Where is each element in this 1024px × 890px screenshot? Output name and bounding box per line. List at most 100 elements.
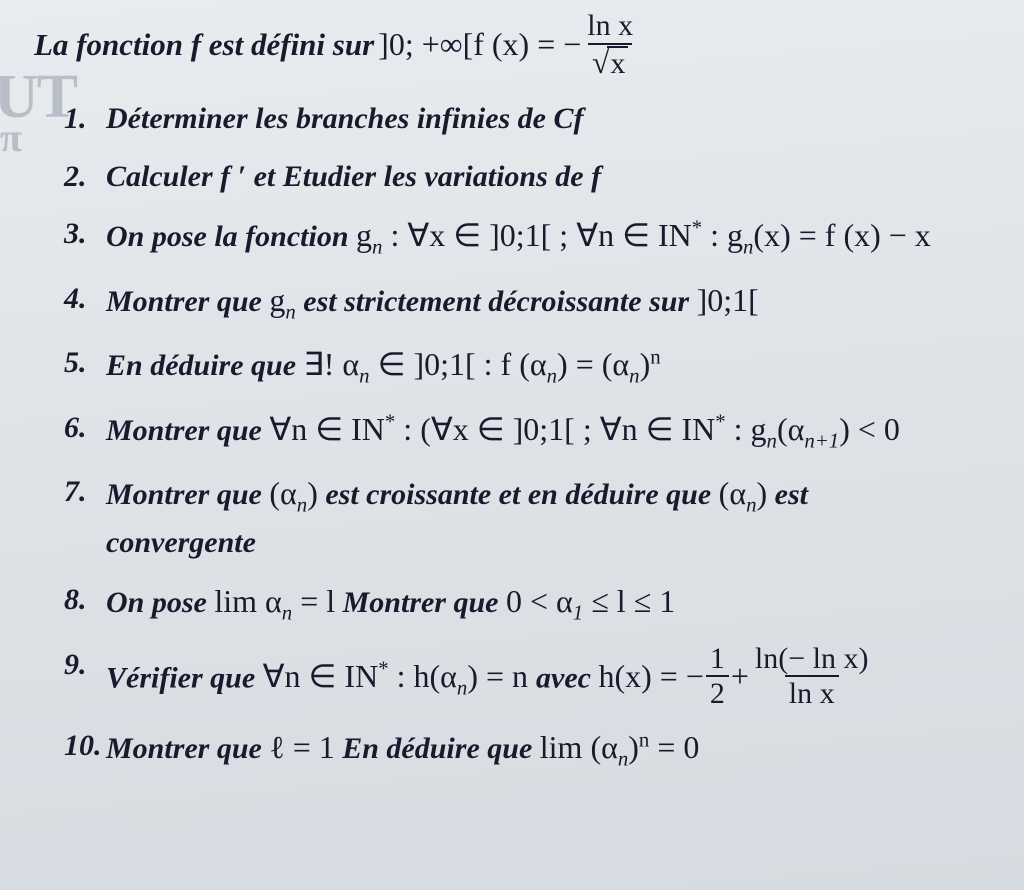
q8-mid: Montrer que xyxy=(343,586,506,619)
q8-pre: On pose xyxy=(106,586,214,619)
q9-all: ∀n ∈ IN xyxy=(263,658,379,694)
q1-text: Déterminer les branches infinies de Cf xyxy=(106,102,584,135)
q1: Déterminer les branches infinies de Cf xyxy=(64,97,994,141)
q6-sub2: n+1 xyxy=(804,429,839,452)
q6-mid2: : g xyxy=(726,411,767,447)
q8-lim: lim αn = l xyxy=(214,583,335,619)
question-list: Déterminer les branches infinies de Cf C… xyxy=(34,97,994,774)
q4-g: g xyxy=(269,282,285,318)
q6-sub: n xyxy=(767,429,777,452)
q5-sub: n xyxy=(359,364,369,387)
q3-mid: : ∀x ∈ ]0;1[ ; ∀n ∈ IN xyxy=(382,217,691,253)
q4-interval: ]0;1[ xyxy=(697,282,759,318)
q7-s2l: (α xyxy=(719,475,746,511)
q10-eq: = 0 xyxy=(649,729,699,765)
q8-lim-t: lim α xyxy=(214,583,281,619)
q9-mid: : h(α xyxy=(389,658,457,694)
page: La fonction f est défini sur ]0; +∞[ f (… xyxy=(0,0,1024,798)
q9-half-d: 2 xyxy=(706,675,729,710)
q7-s1r: ) xyxy=(307,475,318,511)
q4-pre: Montrer que xyxy=(106,285,269,318)
q8-ineq: 0 < α1 ≤ l ≤ 1 xyxy=(506,583,675,619)
q9-half: 1 2 xyxy=(706,643,729,710)
q3-tail2: (x) = f (x) − x xyxy=(753,217,930,253)
q5-pow: n xyxy=(650,345,660,368)
q6-mid1: : (∀x ∈ ]0;1[ ; ∀n ∈ IN xyxy=(395,411,715,447)
q4-g-sub: n xyxy=(285,300,295,323)
q7-s2r: ) xyxy=(756,475,767,511)
q3-pre: On pose la fonction xyxy=(106,220,356,253)
q5: En déduire que ∃! αn ∈ ]0;1[ : f (αn) = … xyxy=(64,341,994,392)
q4-mid: est strictement décroissante sur xyxy=(303,285,696,318)
q10-l1: ℓ = 1 xyxy=(269,729,334,765)
q9-plus: + xyxy=(731,653,749,699)
q8-i1: 0 < α xyxy=(506,583,573,619)
intro-interval: ]0; +∞[ xyxy=(378,22,473,67)
q5-exists: ∃! α xyxy=(304,346,360,382)
q9-avec: avec xyxy=(536,661,598,694)
q10-pow: n xyxy=(639,728,649,751)
q9: Vérifier que ∀n ∈ IN* : h(αn) = n avec h… xyxy=(64,643,994,710)
intro-formula: ]0; +∞[ f (x) = − ln x x xyxy=(378,10,639,79)
sqrt: x xyxy=(592,46,628,80)
intro-fraction: ln x x xyxy=(583,10,637,79)
q9-hx-t: h(x) = − xyxy=(598,653,703,699)
q3-star: * xyxy=(692,216,702,239)
q7-mid: est croissante et en déduire que xyxy=(325,478,718,511)
intro-eq-lhs: f (x) = − xyxy=(473,22,581,67)
q7-s1s: n xyxy=(297,494,307,517)
intro-frac-den: x xyxy=(588,43,632,80)
q9-hx: h(x) = − 1 2 + ln(− ln x) ln x xyxy=(598,643,874,710)
q5-mid: ) = (α xyxy=(557,346,629,382)
q6-math: ∀n ∈ IN* : (∀x ∈ ]0;1[ ; ∀n ∈ IN* : gn(α… xyxy=(269,411,900,447)
q6-pre: Montrer que xyxy=(106,414,269,447)
q10-mid: En déduire que xyxy=(342,732,540,765)
q9-pre: Vérifier que xyxy=(106,661,263,694)
q7: Montrer que (αn) est croissante et en dé… xyxy=(64,470,994,564)
q2-text: Calculer f ′ et Etudier les variations d… xyxy=(106,160,601,193)
q6: Montrer que ∀n ∈ IN* : (∀x ∈ ]0;1[ ; ∀n … xyxy=(64,406,994,457)
q3-math: gn : ∀x ∈ ]0;1[ ; ∀n ∈ IN* : gn(x) = f (… xyxy=(356,217,931,253)
q8-lim-eq: = l xyxy=(292,583,335,619)
intro-line: La fonction f est défini sur ]0; +∞[ f (… xyxy=(34,10,994,79)
q7-post: est xyxy=(775,478,808,511)
intro-frac-num: ln x xyxy=(583,10,637,43)
q5-in: ∈ ]0;1[ : f (α xyxy=(370,346,547,382)
q7-seq2: (αn) xyxy=(719,475,767,511)
q7-s2s: n xyxy=(746,494,756,517)
q9-star: * xyxy=(378,657,388,680)
q8-lim-s: n xyxy=(282,602,292,625)
q10-lim: lim (αn)n = 0 xyxy=(540,729,700,765)
q5-sub2: n xyxy=(547,364,557,387)
q10-lim-s: n xyxy=(618,747,628,770)
q8-i2: ≤ l ≤ 1 xyxy=(583,583,675,619)
q2: Calculer f ′ et Etudier les variations d… xyxy=(64,155,994,199)
q7-s1l: (α xyxy=(269,475,296,511)
q5-math: ∃! αn ∈ ]0;1[ : f (αn) = (αn)n xyxy=(304,346,661,382)
q5-close: ) xyxy=(640,346,651,382)
q8-i1s: 1 xyxy=(573,602,583,625)
q3-tail: : g xyxy=(702,217,743,253)
q9-sub: n xyxy=(457,676,467,699)
q7-line2: convergente xyxy=(106,526,256,559)
q3-g: g xyxy=(356,217,372,253)
q6-star2: * xyxy=(715,410,725,433)
q6-tail: ) < 0 xyxy=(839,411,900,447)
q9-half-n: 1 xyxy=(706,643,729,676)
q4: Montrer que gn est strictement décroissa… xyxy=(64,277,994,328)
q9-left: ∀n ∈ IN* : h(αn) = n xyxy=(263,658,536,694)
q5-pre: En déduire que xyxy=(106,349,304,382)
q9-eq: ) = n xyxy=(467,658,528,694)
q9-frac2: ln(− ln x) ln x xyxy=(751,643,873,710)
q9-f2d: ln x xyxy=(785,675,839,710)
q10-lim-t: lim (α xyxy=(540,729,618,765)
q5-sub3: n xyxy=(629,364,639,387)
q3: On pose la fonction gn : ∀x ∈ ]0;1[ ; ∀n… xyxy=(64,212,994,263)
q4-gn: gn xyxy=(269,282,295,318)
q7-pre: Montrer que xyxy=(106,478,269,511)
intro-text: La fonction f est défini sur xyxy=(34,23,374,66)
q10-pre: Montrer que xyxy=(106,732,269,765)
q10-close: ) xyxy=(628,729,639,765)
q7-seq1: (αn) xyxy=(269,475,317,511)
radicand: x xyxy=(607,46,628,80)
